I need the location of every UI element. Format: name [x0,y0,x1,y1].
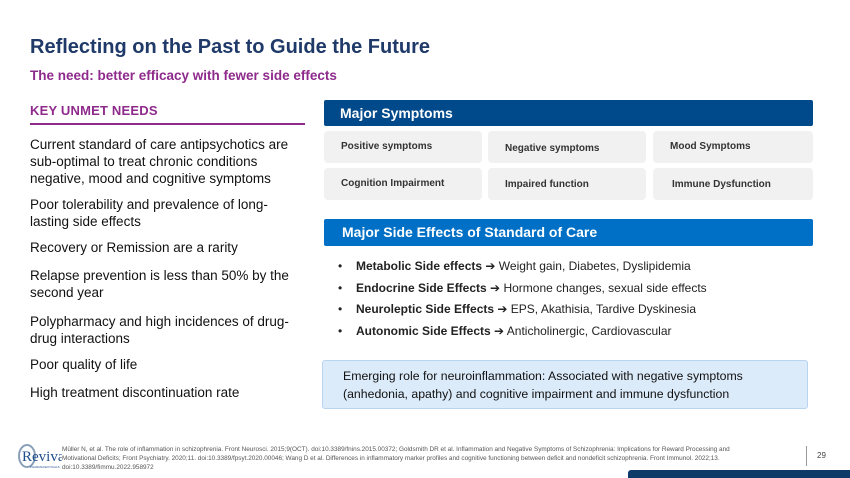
page-title: Reflecting on the Past to Guide the Futu… [30,36,431,58]
symptom-cell: Impaired function [488,168,646,200]
heading-underline [30,123,305,125]
svg-text:Reviva: Reviva [22,449,62,465]
svg-text:PHARMACEUTICALS: PHARMACEUTICALS [30,465,60,469]
references: Müller N, et al. The role of inflammatio… [62,446,730,471]
symptom-cell: Cognition Impairment [324,168,482,200]
reviva-logo: Reviva PHARMACEUTICALS [18,444,65,470]
side-effects-header: Major Side Effects of Standard of Care [324,219,813,246]
key-unmet-needs-heading: KEY UNMET NEEDS [30,103,158,118]
footer-bar [628,470,850,478]
major-symptoms-header: Major Symptoms [324,100,813,126]
symptom-cell: Negative symptoms [488,131,646,163]
side-effect-item: • Neuroleptic Side Effects ➔ EPS, Akathis… [338,302,696,316]
need-item: Poor quality of life [30,357,138,372]
side-effect-item: • Metabolic Side effects ➔ Weight gain, D… [338,259,691,273]
side-effect-item: • Endocrine Side Effects ➔ Hormone change… [338,281,707,295]
need-item: Current standard of care antipsychotics … [30,137,289,186]
need-item: Poor tolerability and prevalence of long… [30,197,268,229]
need-item: High treatment discontinuation rate [30,385,240,400]
symptom-cell: Positive symptoms [324,131,482,163]
page-number: 29 [817,451,826,460]
need-item: Recovery or Remission are a rarity [30,240,238,255]
need-item: Relapse prevention is less than 50% by t… [30,268,289,300]
need-item: Polypharmacy and high incidences of drug… [30,314,289,346]
symptom-cell: Mood Symptoms [653,131,813,163]
side-effect-item: • Autonomic Side Effects ➔ Anticholinergi… [338,324,672,338]
divider [806,446,807,466]
symptom-cell: Immune Dysfunction [653,168,813,200]
page-subtitle: The need: better efficacy with fewer sid… [30,68,337,83]
neuroinflammation-callout: Emerging role for neuroinflammation: Ass… [322,360,808,409]
